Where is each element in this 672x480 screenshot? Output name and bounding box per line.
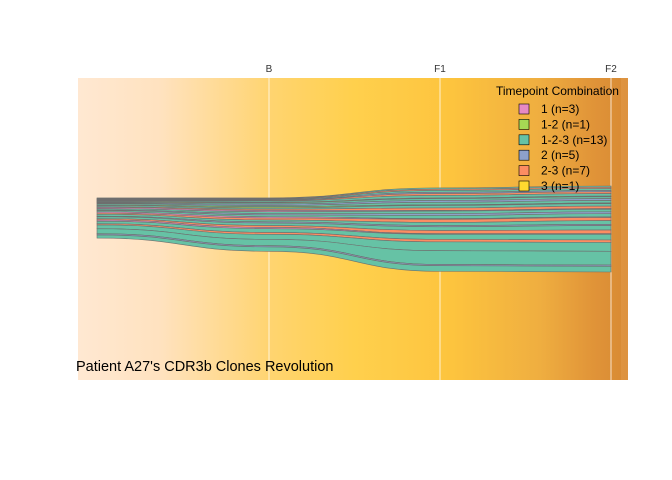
legend-swatch-2	[518, 149, 530, 161]
legend-items: 1 (n=3)1-2 (n=1) 1-2-3 (n=13)2 (n=5) 2-3 (…	[518, 102, 607, 193]
legend-swatch-1-2-3	[518, 134, 530, 146]
legend-swatch-1	[518, 103, 530, 115]
plot-shadow-edge	[621, 78, 628, 380]
flow-layer	[96, 185, 612, 273]
flow-1-2-3-30	[96, 234, 612, 273]
legend-title: Timepoint Combination	[496, 84, 619, 98]
x-tick-label-b: B	[266, 64, 273, 75]
legend-swatch-3	[518, 180, 530, 192]
legend-label-1-2-3: 1-2-3 (n=13)	[541, 133, 607, 147]
legend-swatch-1-2	[518, 119, 530, 130]
legend-label-1: 1 (n=3)	[541, 102, 579, 116]
legend-label-3: 3 (n=1)	[541, 179, 579, 193]
x-axis-ticks: B F1 F2	[266, 64, 618, 75]
legend-label-2: 2 (n=5)	[541, 148, 579, 162]
legend-swatch-2-3	[518, 165, 530, 176]
legend: Timepoint Combination 1 (n=3)1-2 (n=1) 1-…	[496, 84, 619, 193]
legend-label-2-3: 2-3 (n=7)	[541, 164, 590, 178]
chart-title: Patient A27's CDR3b Clones Revolution	[76, 359, 333, 375]
x-tick-label-f1: F1	[434, 64, 446, 75]
legend-label-1-2: 1-2 (n=1)	[541, 117, 590, 131]
x-tick-label-f2: F2	[605, 64, 617, 75]
